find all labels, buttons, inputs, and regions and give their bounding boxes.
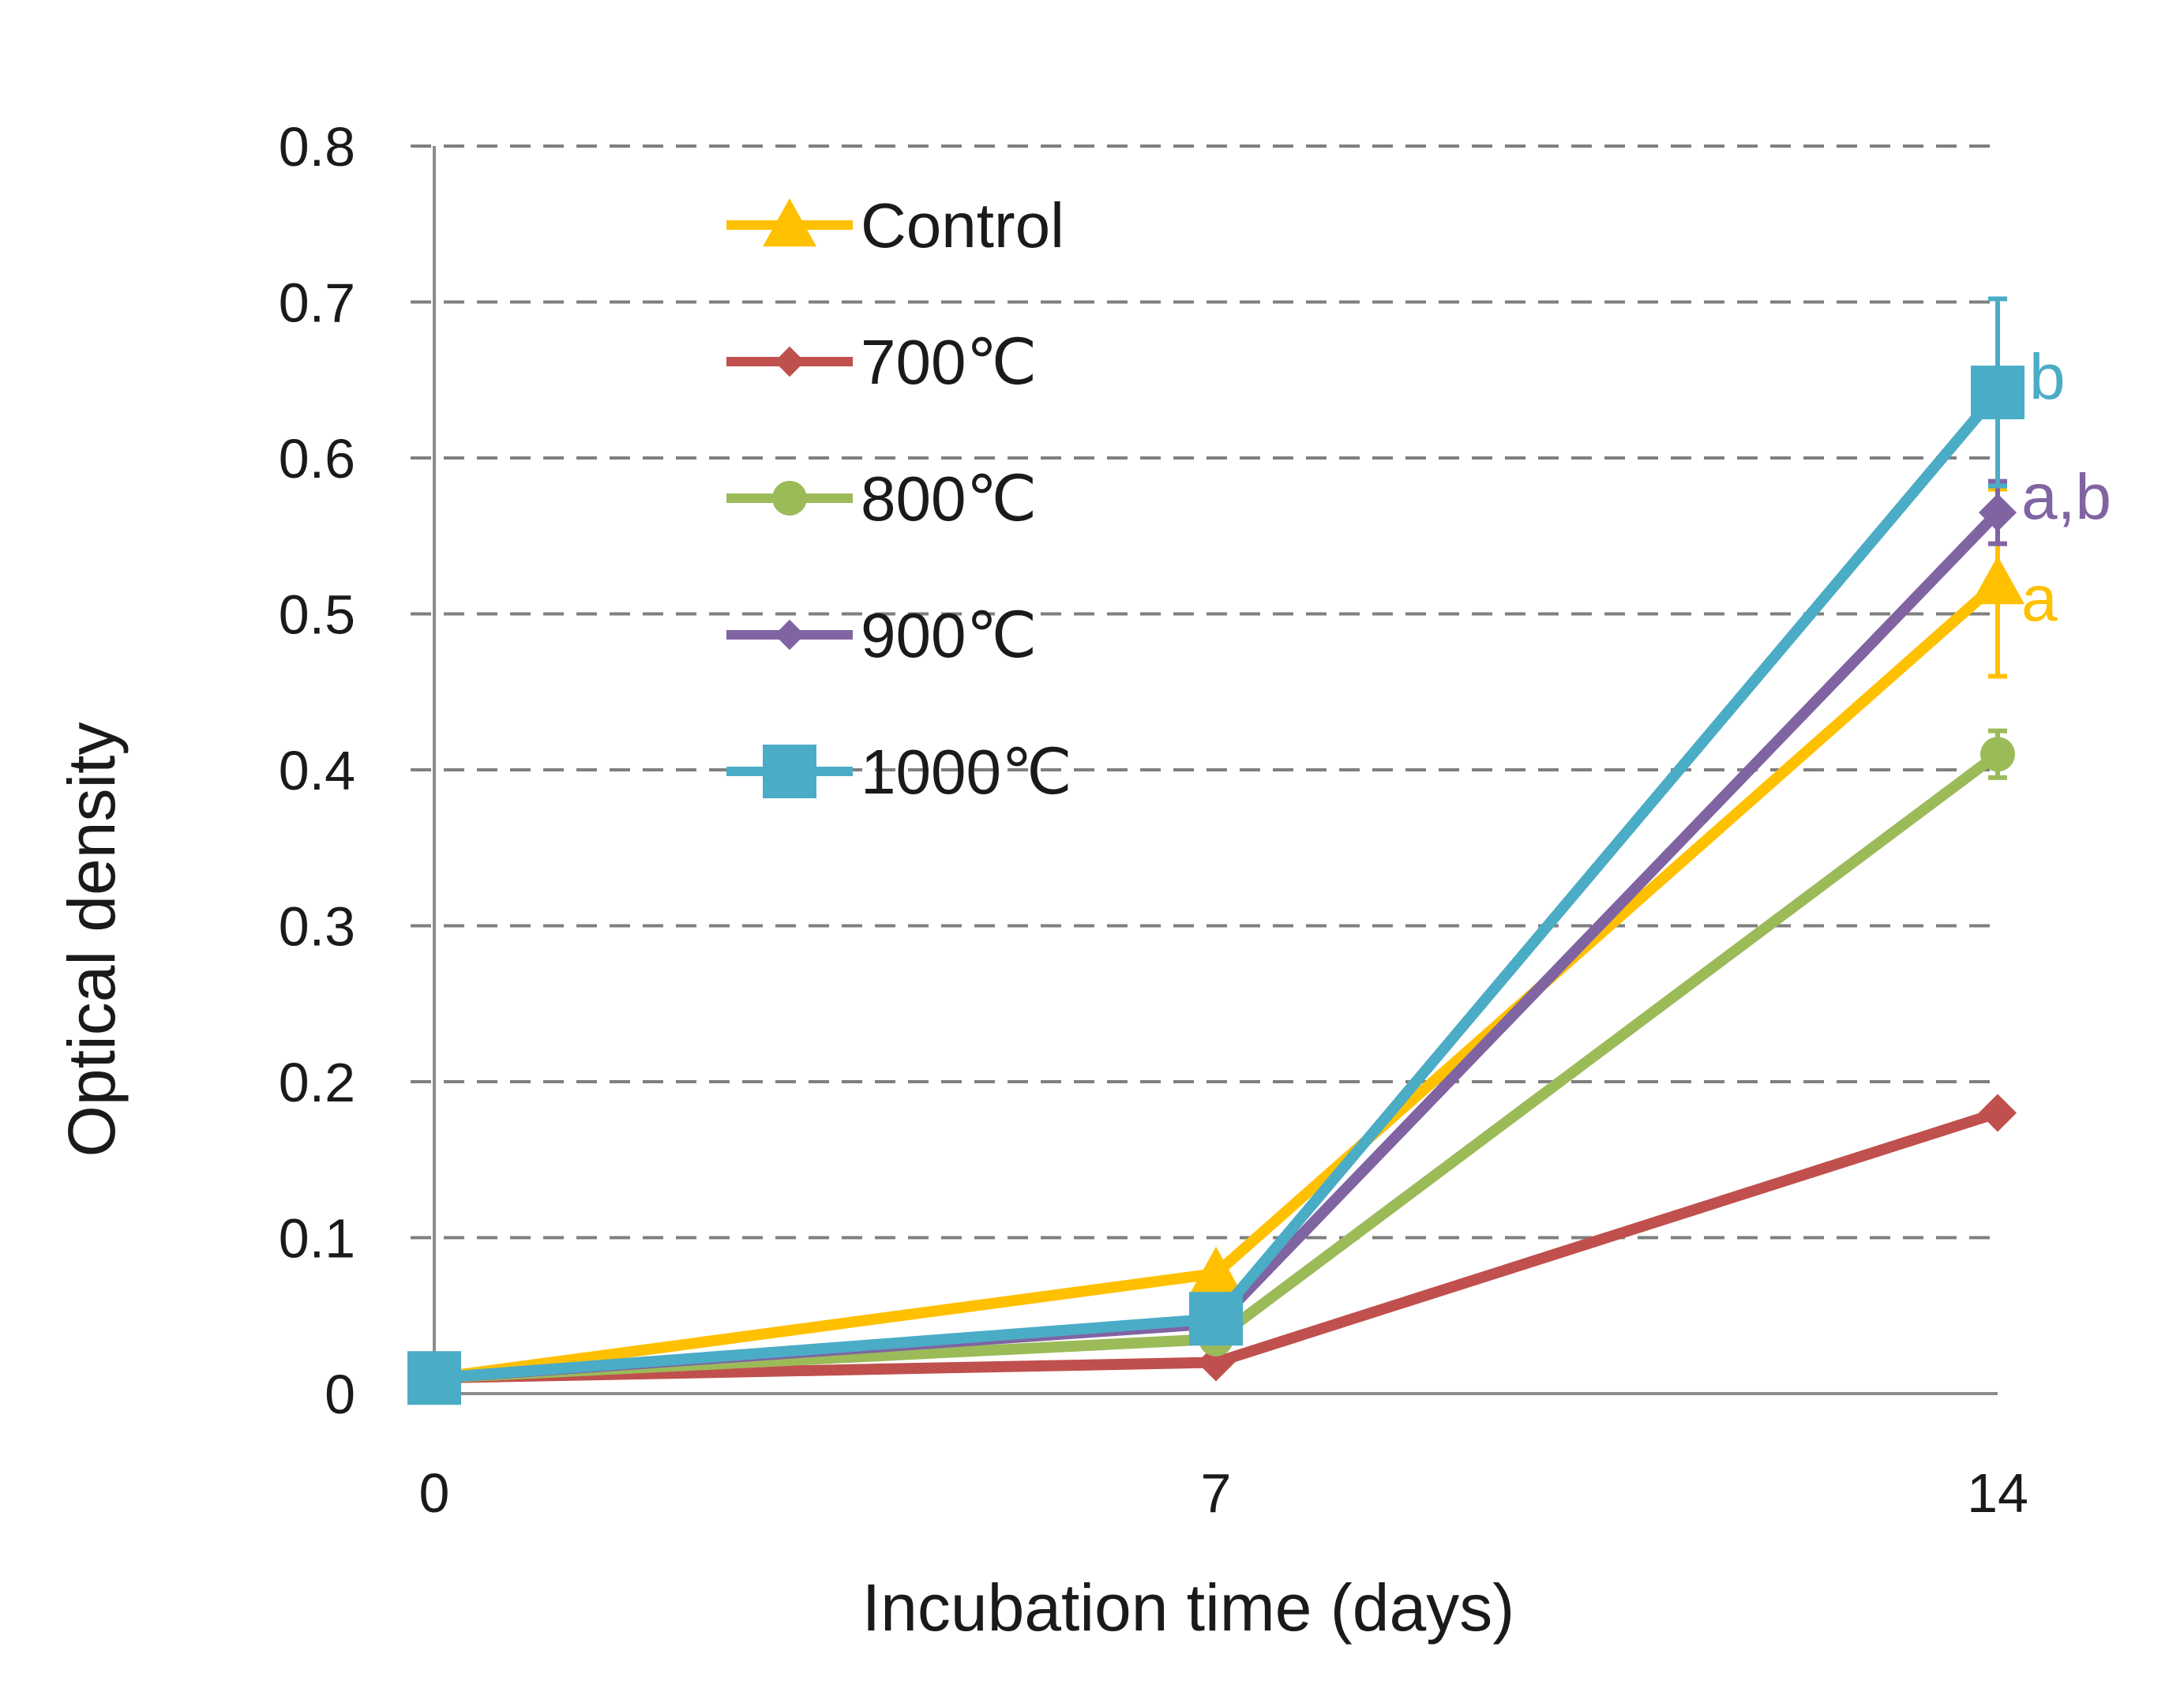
legend-marker bbox=[774, 346, 805, 377]
y-tick-label: 0.3 bbox=[279, 896, 355, 958]
y-axis-tick-labels: 0 0.1 0.2 0.3 0.4 0.5 0.6 0.7 0.8 bbox=[279, 116, 355, 1425]
series-4: b bbox=[407, 296, 2066, 1405]
y-tick-label: 0.2 bbox=[279, 1052, 355, 1113]
legend-item-0: Control bbox=[726, 190, 1064, 261]
data-point bbox=[1189, 1246, 1243, 1296]
legend-label: 700℃ bbox=[861, 327, 1037, 397]
x-tick-label: 14 bbox=[1967, 1462, 2028, 1524]
y-tick-label: 0.5 bbox=[279, 584, 355, 646]
legend-item-2: 800℃ bbox=[726, 463, 1037, 534]
legend-item-1: 700℃ bbox=[726, 327, 1037, 397]
y-tick-label: 0.6 bbox=[279, 428, 355, 490]
significance-label: a bbox=[2021, 563, 2058, 635]
legend-label: 1000℃ bbox=[861, 737, 1072, 807]
legend-item-4: 1000℃ bbox=[726, 737, 1072, 807]
y-tick-label: 0.1 bbox=[279, 1208, 355, 1270]
x-tick-label: 7 bbox=[1201, 1462, 1232, 1524]
significance-label: b bbox=[2029, 341, 2066, 413]
y-axis-title: Optical density bbox=[54, 722, 129, 1158]
data-point bbox=[407, 1351, 461, 1405]
data-point bbox=[1971, 556, 2025, 605]
series-0: a bbox=[407, 486, 2058, 1400]
significance-label: a,b bbox=[2021, 461, 2111, 533]
gridlines bbox=[411, 144, 1998, 1240]
legend-marker bbox=[772, 481, 807, 516]
legend-marker bbox=[774, 619, 805, 651]
legend-label: Control bbox=[861, 190, 1064, 261]
legend-label: 800℃ bbox=[861, 463, 1037, 534]
x-axis-title: Incubation time (days) bbox=[862, 1570, 1514, 1645]
data-point bbox=[1189, 1292, 1243, 1346]
y-tick-label: 0 bbox=[325, 1364, 355, 1425]
legend-marker bbox=[763, 745, 816, 798]
series-line bbox=[433, 388, 2002, 1384]
data-point bbox=[1971, 366, 2025, 420]
data-point bbox=[1979, 1094, 2017, 1132]
legend-item-3: 900℃ bbox=[726, 600, 1037, 670]
y-tick-label: 0.7 bbox=[279, 272, 355, 334]
data-series: a a,b b bbox=[407, 296, 2111, 1405]
axes bbox=[433, 146, 1998, 1395]
legend-label: 900℃ bbox=[861, 600, 1037, 670]
legend: Control 700℃ 800℃ 900℃ 1000℃ bbox=[726, 190, 1072, 807]
data-point bbox=[1979, 493, 2017, 532]
x-axis-tick-labels: 0 7 14 bbox=[419, 1462, 2028, 1524]
legend-marker bbox=[763, 198, 816, 247]
x-tick-label: 0 bbox=[419, 1462, 450, 1524]
y-tick-label: 0.4 bbox=[279, 740, 355, 801]
data-point bbox=[1980, 737, 2015, 772]
y-tick-label: 0.8 bbox=[279, 116, 355, 178]
